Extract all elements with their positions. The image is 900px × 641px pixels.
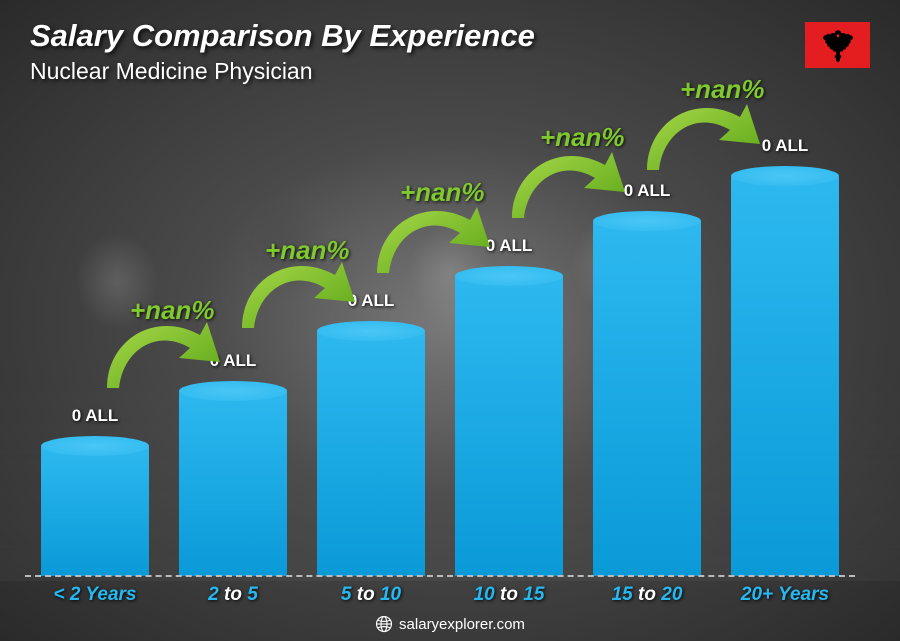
bar: 0 ALL	[179, 391, 287, 576]
x-axis-label: 15 to 20	[587, 584, 707, 606]
increase-percent-label: +nan%	[400, 177, 485, 208]
increase-arrow: +nan%	[500, 130, 635, 225]
x-axis-label: 10 to 15	[449, 584, 569, 606]
increase-percent-label: +nan%	[130, 295, 215, 326]
increase-percent-label: +nan%	[680, 74, 765, 105]
bar-group: 0 ALL	[587, 221, 707, 576]
bar-group: 0 ALL	[35, 446, 155, 576]
bar-top-ellipse	[41, 436, 149, 456]
x-axis-label: < 2 Years	[35, 584, 155, 606]
increase-arrow: +nan%	[230, 240, 365, 335]
country-flag-albania	[805, 22, 870, 68]
x-axis-labels: < 2 Years 2 to 5 5 to 10 10 to 15 15 to 20 20…	[35, 584, 845, 606]
footer: salaryexplorer.com	[0, 615, 900, 633]
bar: 0 ALL	[731, 176, 839, 576]
x-axis-label: 5 to 10	[311, 584, 431, 606]
bar: 0 ALL	[41, 446, 149, 576]
flag-eagle-icon	[818, 26, 858, 64]
footer-text: salaryexplorer.com	[399, 616, 525, 633]
increase-arrow: +nan%	[635, 82, 770, 177]
bar: 0 ALL	[455, 276, 563, 576]
chart-container: Salary Comparison By Experience Nuclear …	[0, 0, 900, 641]
bar-value-label: 0 ALL	[41, 406, 149, 426]
bar-group: 0 ALL	[449, 276, 569, 576]
chart-subtitle: Nuclear Medicine Physician	[30, 58, 535, 85]
increase-arrow: +nan%	[95, 300, 230, 395]
increase-percent-label: +nan%	[540, 122, 625, 153]
globe-icon	[375, 615, 393, 633]
increase-arrow: +nan%	[365, 185, 500, 280]
bar-group: 0 ALL	[311, 331, 431, 576]
chart-title: Salary Comparison By Experience	[30, 18, 535, 54]
bar: 0 ALL	[317, 331, 425, 576]
bar-group: 0 ALL	[725, 176, 845, 576]
bar: 0 ALL	[593, 221, 701, 576]
x-axis-label: 20+ Years	[725, 584, 845, 606]
bar-group: 0 ALL	[173, 391, 293, 576]
x-axis-label: 2 to 5	[173, 584, 293, 606]
chart-header: Salary Comparison By Experience Nuclear …	[30, 18, 535, 85]
chart-baseline	[25, 575, 855, 577]
increase-percent-label: +nan%	[265, 235, 350, 266]
